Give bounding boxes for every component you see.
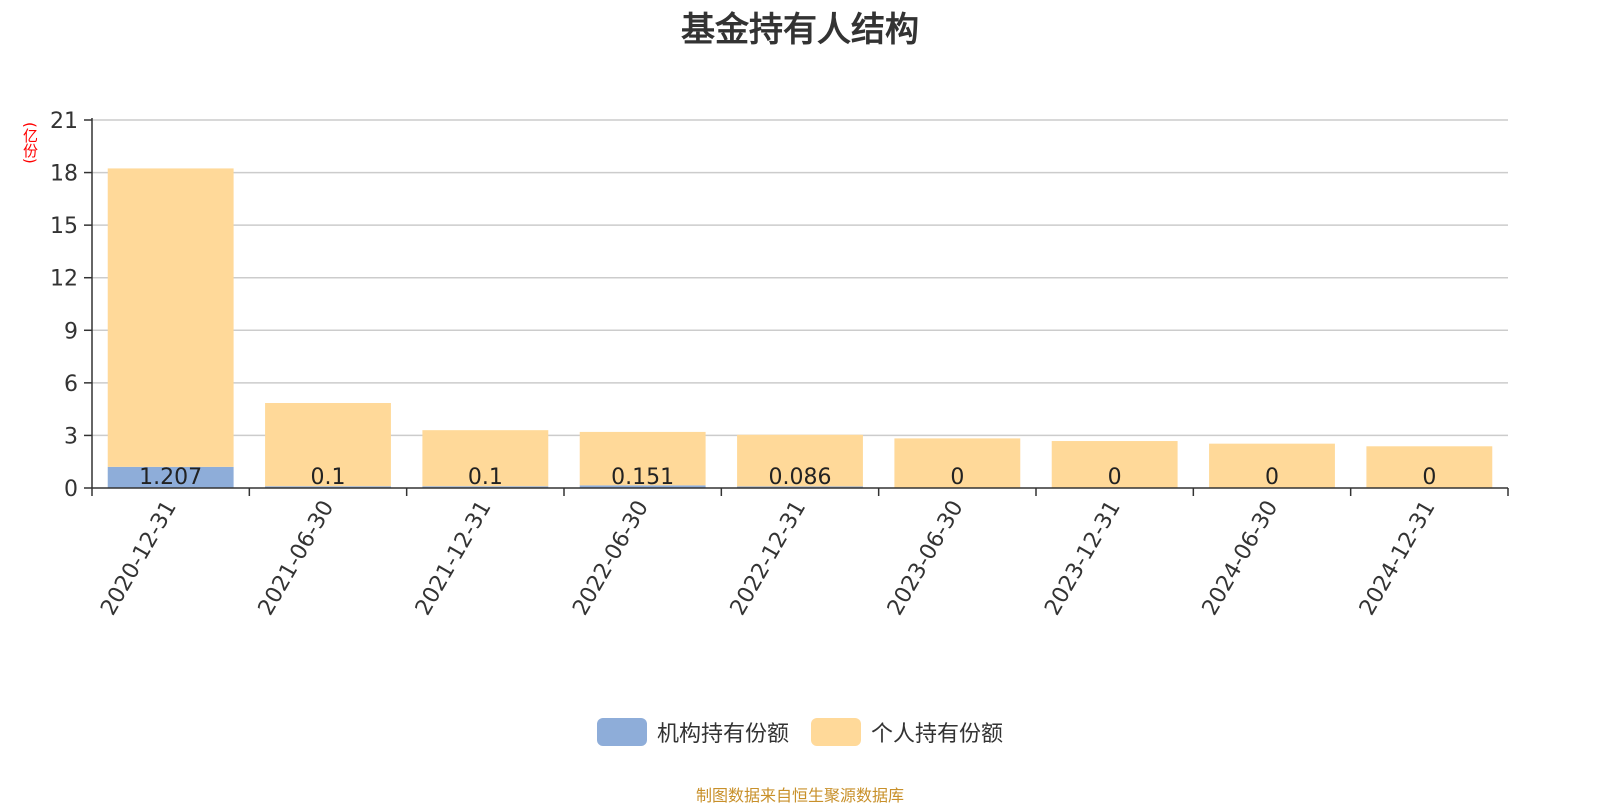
y-tick-label-9: 9 — [64, 319, 78, 344]
bar-individual-2020-12-31 — [107, 168, 234, 467]
axis-layer: 0 3 6 9 12 15 18 21 2020-12-31 2021-06-30 2021-12-… — [50, 109, 1509, 620]
x-tick-label-2023-12-31: 2023-12-31 — [1040, 497, 1126, 620]
y-tick-label-15: 15 — [50, 214, 78, 239]
bar-individual-2024-06-30 — [1209, 443, 1335, 488]
x-tick-label-2021-06-30: 2021-06-30 — [254, 497, 340, 620]
data-label-institution-2023-06-30: 0 — [950, 465, 964, 490]
bar-individual-2023-06-30 — [894, 438, 1021, 488]
y-tick-label-6: 6 — [64, 372, 78, 397]
legend-label-individual: 个人持有份额 — [871, 722, 1004, 747]
x-tick-label-2020-12-31: 2020-12-31 — [96, 497, 182, 620]
x-tick-label-2022-06-30: 2022-06-30 — [568, 497, 654, 620]
chart-title: 基金持有人结构 — [681, 10, 919, 50]
legend-item-individual[interactable]: 个人持有份额 — [811, 716, 1003, 748]
data-label-institution-2023-12-31: 0 — [1108, 465, 1122, 490]
bar-institution-2020-12-31 — [107, 466, 234, 488]
bar-individual-2023-12-31 — [1051, 441, 1178, 488]
data-label-institution-2024-06-30: 0 — [1265, 465, 1279, 490]
bar-individual-2022-06-30 — [579, 431, 706, 486]
y-tick-label-0: 0 — [64, 477, 78, 502]
grid-layer — [92, 119, 1508, 437]
legend: 机构持有份额 个人持有份额 — [0, 716, 1600, 748]
bar-institution-2021-06-30 — [265, 486, 391, 488]
legend-item-institution[interactable]: 机构持有份额 — [596, 716, 789, 748]
y-tick-label-18: 18 — [50, 162, 78, 187]
x-tick-label-2021-12-31: 2021-12-31 — [411, 497, 497, 620]
legend-swatch-institution — [596, 718, 647, 746]
legend-label-institution: 机构持有份额 — [656, 722, 789, 747]
x-tick-label-2024-06-30: 2024-06-30 — [1198, 497, 1284, 620]
legend-swatch-individual — [811, 718, 861, 746]
bar-individual-2021-06-30 — [265, 403, 391, 487]
bar-institution-2022-06-30 — [579, 485, 706, 488]
y-tick-label-12: 12 — [50, 267, 78, 292]
bar-individual-2022-12-31 — [737, 434, 863, 487]
bar-institution-2022-12-31 — [737, 486, 863, 488]
data-source-note: 制图数据来自恒生聚源数据库 — [695, 786, 904, 805]
data-label-institution-2021-06-30: 0.1 — [311, 465, 346, 490]
data-label-institution-2021-12-31: 0.1 — [468, 465, 503, 490]
bar-individual-2021-12-31 — [422, 430, 549, 487]
bar-institution-2021-12-31 — [422, 486, 549, 488]
x-tick-label-2024-12-31: 2024-12-31 — [1355, 497, 1441, 620]
bar-individual-2024-12-31 — [1366, 446, 1493, 488]
y-tick-label-21: 21 — [50, 109, 78, 134]
x-tick-label-2023-06-30: 2023-06-30 — [883, 496, 969, 619]
bar-layer — [107, 168, 1493, 488]
label-layer: 1.207 0.1 0.1 0.151 0.086 0 0 0 0 — [139, 465, 1436, 490]
data-label-institution-2022-12-31: 0.086 — [769, 465, 832, 490]
y-axis-unit-label: (亿份) — [21, 122, 39, 164]
data-label-institution-2024-12-31: 0 — [1422, 465, 1436, 490]
data-label-institution-2020-12-31: 1.207 — [139, 465, 202, 490]
x-tick-label-2022-12-31: 2022-12-31 — [726, 497, 812, 620]
data-label-institution-2022-06-30: 0.151 — [611, 465, 674, 490]
y-tick-label-3: 3 — [64, 424, 78, 449]
